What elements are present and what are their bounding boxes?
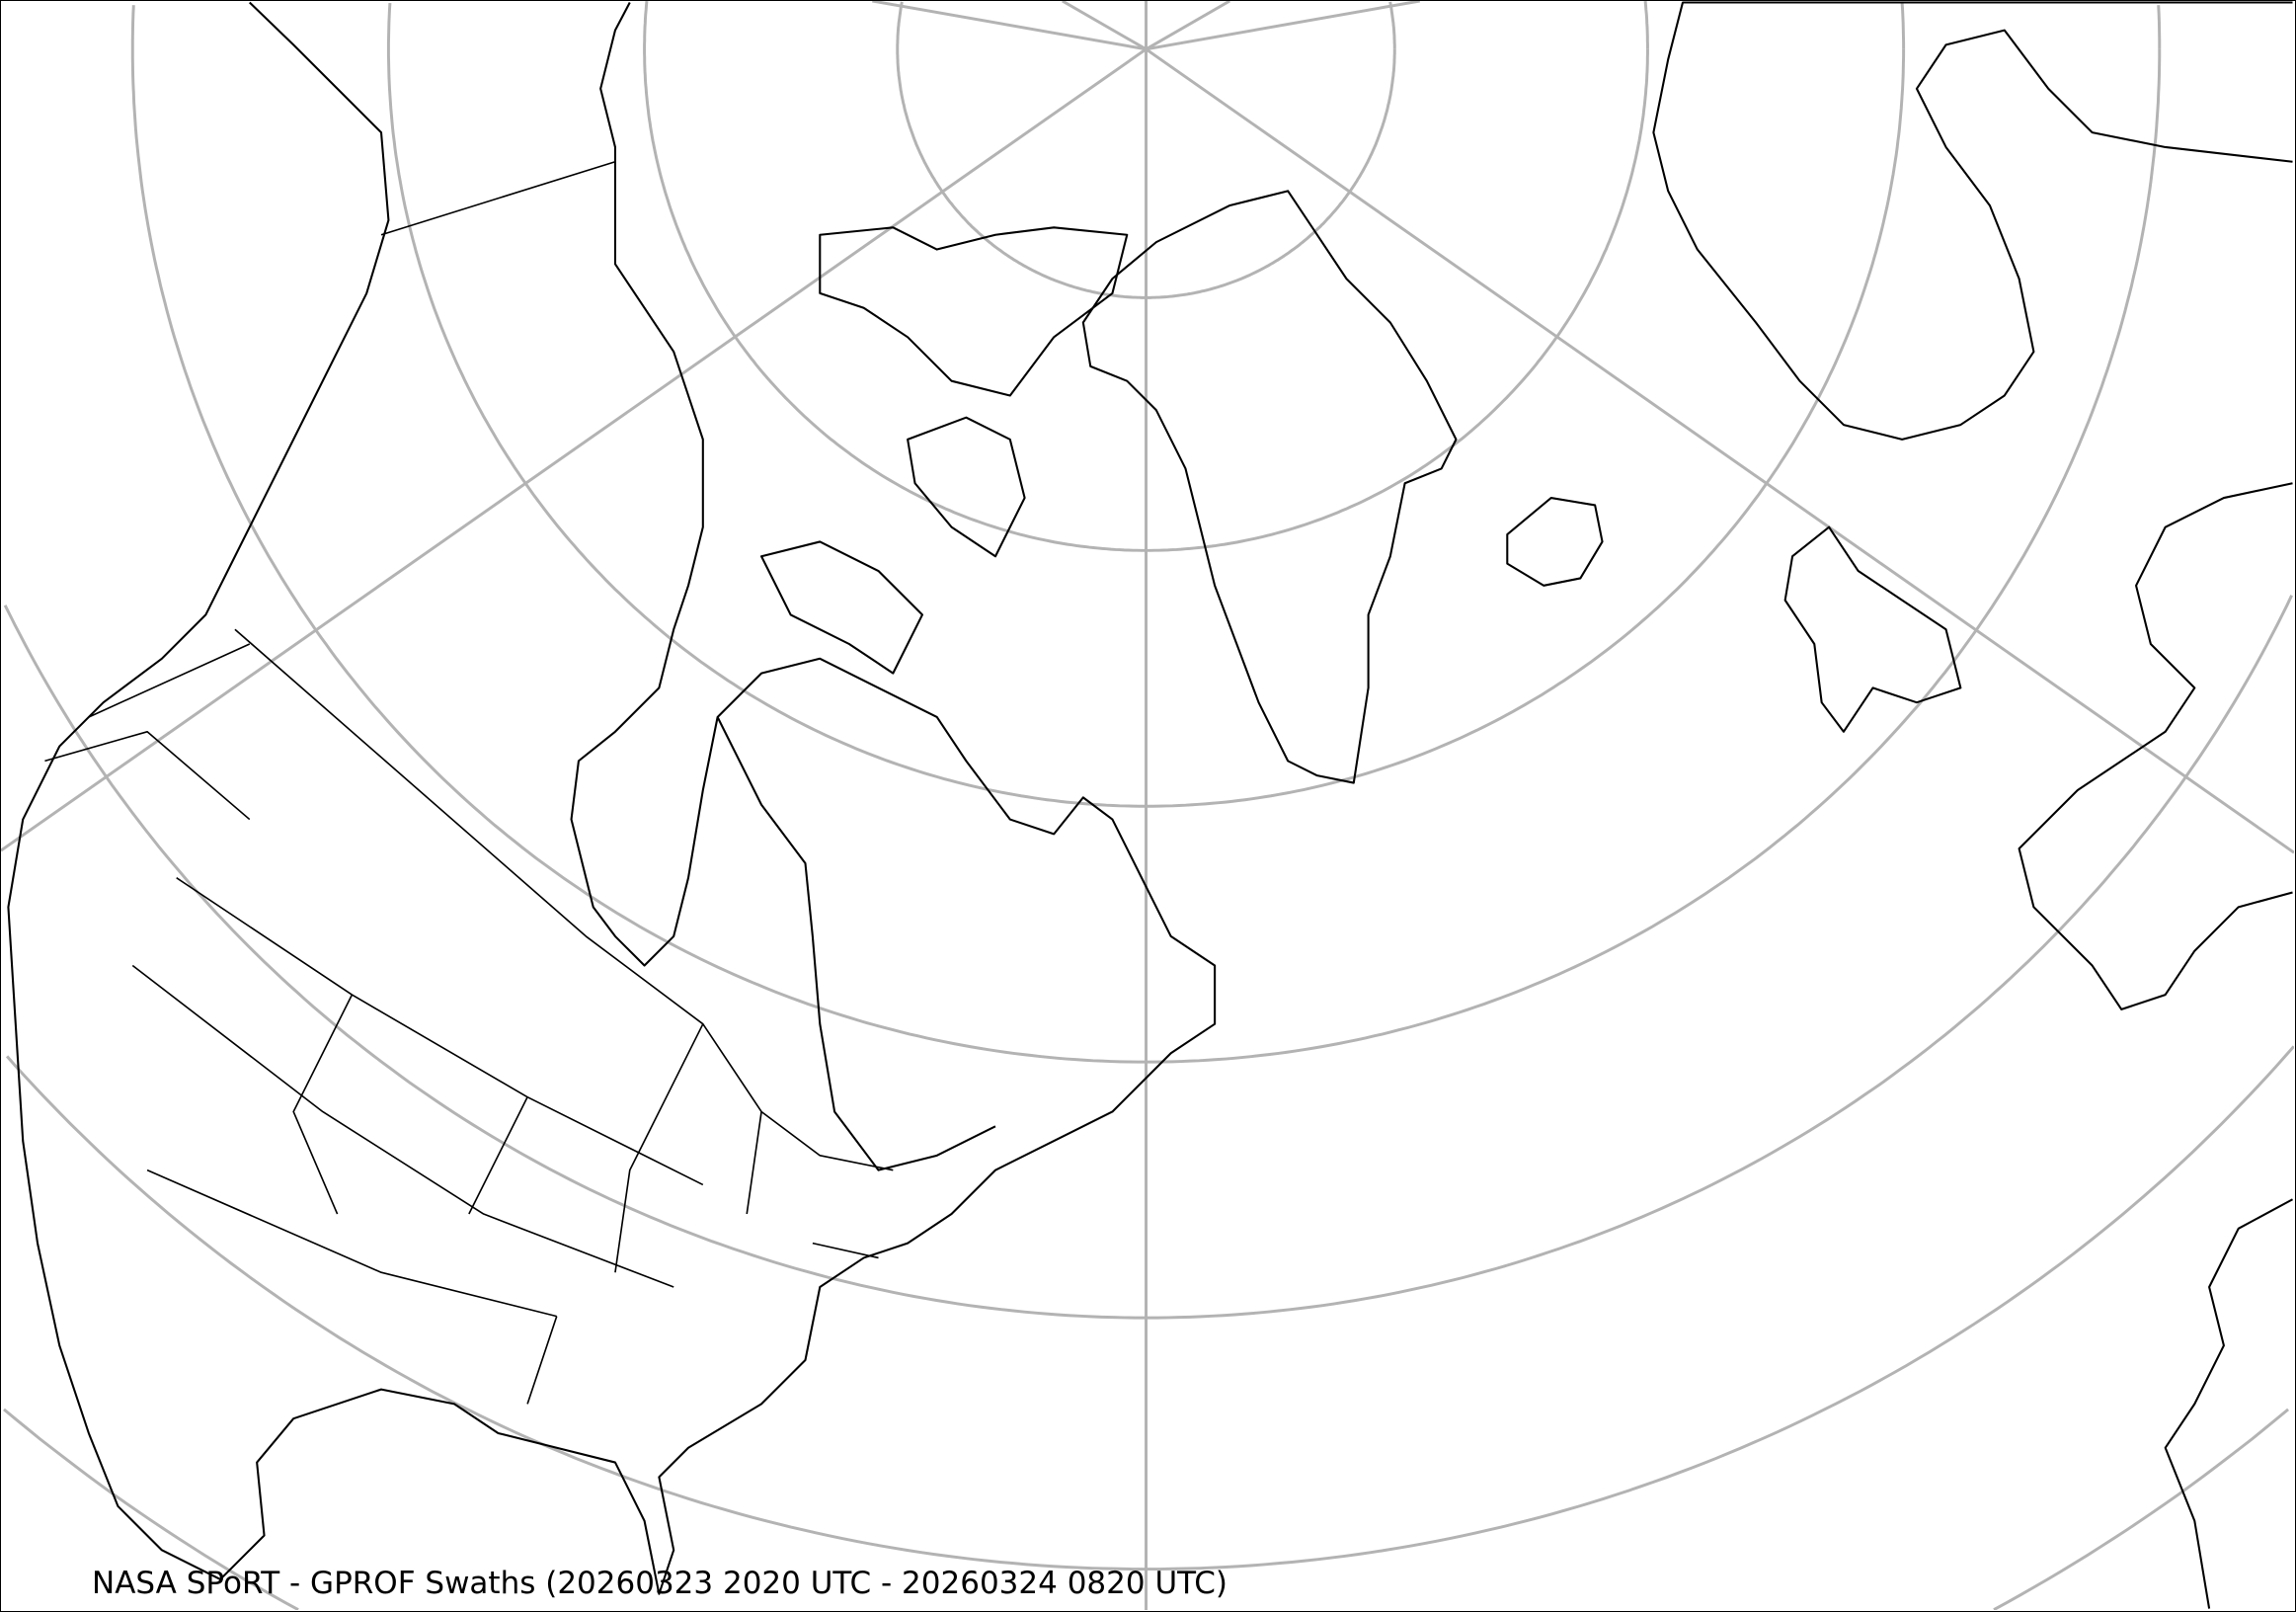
- meridian-line: [1145, 1, 1230, 51]
- us-canada-borders: [44, 160, 894, 1405]
- latitude-circle: [2157, 5, 2162, 49]
- greenland-coast: [1081, 190, 1458, 784]
- meridian-line: [1, 47, 1148, 852]
- latitude-circle: [1900, 2, 1906, 49]
- latitude-circle: [1643, 1, 1649, 49]
- latitude-circle: [643, 1, 1649, 552]
- iceland-coast: [1506, 497, 1604, 587]
- latitude-circle: [896, 1, 1396, 299]
- british-isles-coast: [1783, 525, 1962, 733]
- latitude-circle: [3, 595, 2293, 1320]
- north-america-coast: [7, 1, 1217, 1595]
- canadian-arctic-islands: [760, 226, 1129, 675]
- meridian-line: [1062, 1, 1148, 51]
- latitude-circle: [386, 2, 1906, 808]
- latitude-circle: [1993, 1408, 2290, 1610]
- latitude-circle: [3, 1408, 299, 1610]
- hudson-bay-coast: [716, 716, 996, 1171]
- meridian-line: [872, 1, 1147, 51]
- latitude-circle: [5, 1045, 2294, 1572]
- europe-coast: [1652, 1, 2294, 1609]
- latitude-circle: [1388, 1, 1396, 49]
- meridian-line: [1146, 1, 1420, 51]
- coastlines: [7, 1, 2294, 1609]
- map-title: NASA SPoRT - GPROF Swaths (20260323 2020…: [92, 1566, 1227, 1601]
- meridian-line: [1145, 47, 2294, 854]
